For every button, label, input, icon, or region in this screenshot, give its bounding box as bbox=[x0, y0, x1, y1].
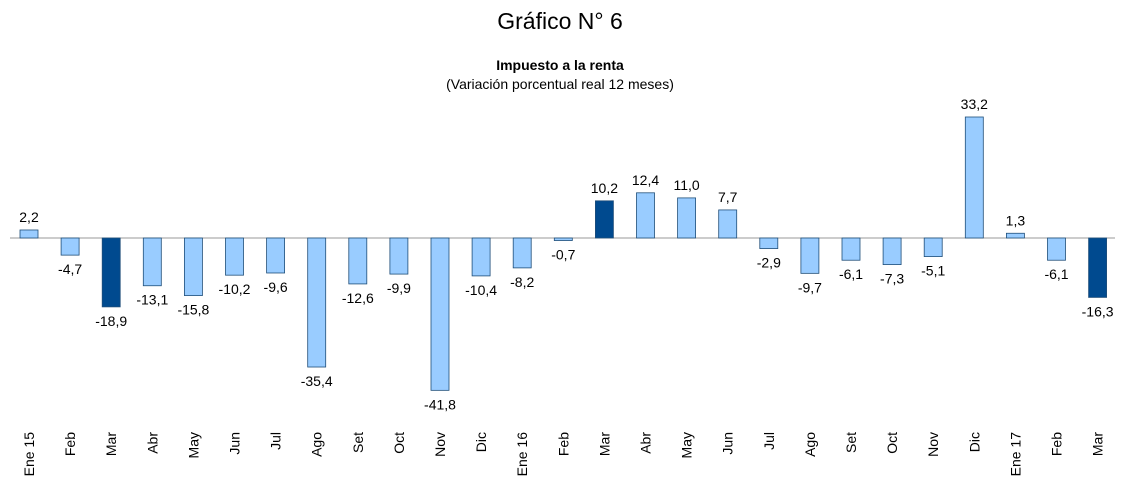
bar bbox=[1088, 237, 1107, 298]
bar bbox=[841, 237, 861, 261]
x-tick-label: Nov bbox=[432, 432, 448, 457]
value-label: 12,4 bbox=[632, 172, 659, 188]
bar bbox=[553, 237, 573, 241]
bar bbox=[512, 237, 532, 269]
chart-title: Gráfico N° 6 bbox=[497, 8, 623, 34]
value-label: -10,4 bbox=[465, 282, 497, 298]
value-label: 11,0 bbox=[673, 177, 699, 193]
x-tick-label: Ene 15 bbox=[21, 432, 37, 477]
x-tick-label: Jul bbox=[761, 432, 777, 450]
x-tick-label: Abr bbox=[144, 432, 160, 454]
value-label: -2,9 bbox=[757, 255, 781, 271]
x-tick-label: Nov bbox=[925, 432, 941, 457]
bar bbox=[225, 237, 244, 276]
bar bbox=[759, 237, 779, 249]
bar bbox=[471, 237, 491, 277]
bar bbox=[101, 237, 121, 308]
value-label: -6,1 bbox=[1044, 266, 1068, 282]
value-label: -9,6 bbox=[264, 279, 288, 295]
bar bbox=[389, 237, 409, 275]
value-label: 2,2 bbox=[19, 209, 39, 225]
x-tick-label: Ago bbox=[802, 432, 818, 457]
bar bbox=[636, 192, 655, 239]
x-tick-label: Jun bbox=[227, 432, 243, 455]
bar bbox=[1006, 232, 1025, 239]
value-label: -6,1 bbox=[839, 266, 863, 282]
x-tick-label: Mar bbox=[103, 432, 119, 456]
bar bbox=[800, 237, 820, 274]
value-label: 10,2 bbox=[591, 180, 618, 196]
bar bbox=[595, 200, 614, 239]
x-tick-label: Abr bbox=[638, 432, 654, 454]
bar bbox=[677, 197, 696, 239]
x-tick-label: Mar bbox=[596, 432, 612, 456]
bar bbox=[348, 237, 368, 285]
x-tick-label: Feb bbox=[62, 432, 78, 456]
value-label: -5,1 bbox=[921, 263, 945, 279]
x-tick-label: Jul bbox=[268, 432, 284, 450]
bar bbox=[964, 116, 984, 239]
bar bbox=[266, 237, 286, 274]
x-tick-label: Ene 16 bbox=[514, 432, 530, 477]
value-label: -7,3 bbox=[880, 271, 904, 287]
x-tick-label: May bbox=[185, 432, 201, 458]
x-tick-label: Dic bbox=[473, 432, 489, 452]
value-label: -9,7 bbox=[798, 279, 822, 295]
value-label: -15,8 bbox=[177, 302, 209, 318]
bar bbox=[718, 209, 738, 239]
bar bbox=[142, 237, 162, 287]
bar bbox=[183, 237, 203, 296]
chart-subtitle: Impuesto a la renta bbox=[496, 57, 624, 73]
value-label: -12,6 bbox=[342, 290, 374, 306]
value-label: -0,7 bbox=[551, 247, 575, 263]
x-tick-label: Ago bbox=[309, 432, 325, 457]
value-label: -4,7 bbox=[58, 261, 82, 277]
value-label: 33,2 bbox=[961, 96, 988, 112]
bar bbox=[882, 237, 902, 266]
bar bbox=[1047, 237, 1066, 261]
x-tick-label: Mar bbox=[1090, 432, 1106, 456]
x-tick-label: Set bbox=[843, 432, 859, 453]
value-label: -35,4 bbox=[301, 373, 333, 389]
x-tick-label: Set bbox=[350, 432, 366, 453]
bar bbox=[60, 237, 80, 256]
x-tick-label: Oct bbox=[884, 432, 900, 454]
x-tick-label: Feb bbox=[1049, 432, 1065, 456]
bar bbox=[430, 237, 450, 391]
bar bbox=[19, 229, 39, 239]
x-tick-label: Feb bbox=[555, 432, 571, 456]
value-label: -16,3 bbox=[1082, 303, 1114, 319]
value-label: -13,1 bbox=[136, 292, 168, 308]
value-label: -18,9 bbox=[95, 313, 127, 329]
value-label: 7,7 bbox=[718, 189, 738, 205]
chart-note: (Variación porcentual real 12 meses) bbox=[446, 76, 674, 92]
value-label: 1,3 bbox=[1006, 212, 1026, 228]
x-tick-label: Oct bbox=[391, 432, 407, 454]
value-label: -8,2 bbox=[510, 274, 534, 290]
x-tick-label: Dic bbox=[966, 432, 982, 452]
x-tick-label: Ene 17 bbox=[1007, 432, 1023, 477]
x-tick-label: Jun bbox=[720, 432, 736, 455]
x-tick-label: May bbox=[679, 432, 695, 458]
value-label: -9,9 bbox=[387, 280, 411, 296]
value-label: -41,8 bbox=[424, 396, 456, 412]
bar bbox=[307, 237, 327, 368]
bar bbox=[923, 237, 943, 257]
value-label: -10,2 bbox=[219, 281, 251, 297]
